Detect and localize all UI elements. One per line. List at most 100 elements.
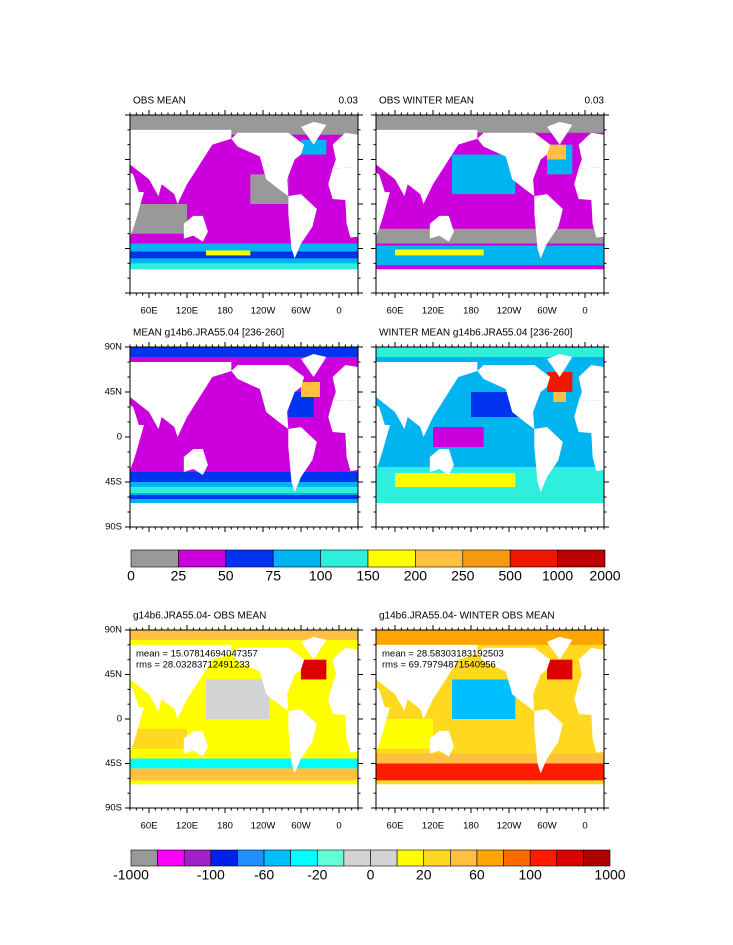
land <box>130 362 232 437</box>
land <box>477 647 551 712</box>
x-tick-label: 0 <box>582 306 587 317</box>
antarctica <box>130 269 358 293</box>
colorbar-label: 100 <box>518 867 542 883</box>
field-patch <box>301 659 327 680</box>
land <box>547 636 573 660</box>
field-patch <box>395 249 484 256</box>
colorbar-box <box>316 849 345 867</box>
colorbar-box <box>237 849 265 867</box>
field-patch <box>433 427 484 447</box>
land <box>183 215 208 242</box>
colorbar-label: 1000 <box>542 568 573 584</box>
colorbar-label: 100 <box>309 568 333 584</box>
field-patch <box>452 154 516 195</box>
land <box>376 405 390 470</box>
field-patch <box>130 728 187 749</box>
y-tick-label: 45N <box>105 387 123 398</box>
x-tick-label: 60E <box>387 821 404 832</box>
x-tick-label: 60W <box>291 821 311 832</box>
x-tick-label: 180 <box>217 306 233 317</box>
land <box>130 687 144 752</box>
panel-title: g14b6.JRA55.04- WINTER OBS MEAN <box>379 611 555 622</box>
y-tick-label: 90N <box>105 625 123 636</box>
y-tick-label: 90S <box>105 522 122 533</box>
land <box>328 400 358 471</box>
land <box>578 132 604 169</box>
colorbar-box <box>272 549 321 568</box>
colorbar-box <box>423 849 451 867</box>
field-patch <box>547 144 566 160</box>
colorbar-label: 60 <box>469 867 485 883</box>
colorbar-label: 75 <box>265 568 281 584</box>
map-panel <box>371 342 609 532</box>
colorbar-box <box>263 849 291 867</box>
colorbar-box <box>503 849 531 867</box>
field-patch <box>206 679 270 719</box>
land <box>231 365 305 429</box>
colorbar-box <box>529 849 558 867</box>
colorbar-label: 200 <box>404 568 428 584</box>
land <box>332 647 358 684</box>
field-patch <box>130 758 358 769</box>
land <box>288 427 317 492</box>
colorbar-label: 1000 <box>594 867 625 883</box>
land <box>578 647 604 684</box>
x-tick-label: 120W <box>251 306 276 317</box>
land <box>574 167 604 238</box>
field-patch <box>301 139 327 155</box>
field-patch <box>452 679 516 719</box>
land <box>231 132 305 197</box>
colorbar-box <box>370 849 398 867</box>
land <box>332 132 358 169</box>
colorbar-label: 25 <box>171 568 187 584</box>
land <box>376 687 390 752</box>
antarctica <box>130 784 358 808</box>
colorbar-box <box>556 849 584 867</box>
mean-text: mean = 15.07814694047357 <box>136 649 258 660</box>
land <box>547 121 573 145</box>
colorbar-box <box>130 549 179 568</box>
field-patch <box>547 372 573 392</box>
field-patch <box>301 382 320 397</box>
panel-title: OBS MEAN <box>133 96 186 107</box>
antarctica <box>376 503 604 527</box>
land <box>130 129 232 204</box>
land <box>574 682 604 753</box>
colorbar-box <box>583 849 611 867</box>
colorbar-box <box>178 549 227 568</box>
land <box>130 644 232 719</box>
antarctica <box>130 503 358 527</box>
field-patch <box>395 473 516 487</box>
field-patch <box>130 204 187 234</box>
map-panel <box>371 110 609 298</box>
field-patch <box>130 487 358 493</box>
colorbar-label: 50 <box>218 568 234 584</box>
land <box>301 636 327 660</box>
field-patch <box>130 630 358 640</box>
colorbar-box <box>462 549 511 568</box>
x-tick-label: 60W <box>291 306 311 317</box>
land <box>534 194 563 259</box>
land <box>183 449 208 475</box>
x-tick-label: 120E <box>422 306 444 317</box>
land <box>429 215 454 242</box>
colorbar-box <box>320 549 369 568</box>
colorbar-label: 0 <box>367 867 375 883</box>
colorbar-label: 0 <box>127 568 135 584</box>
antarctica <box>376 784 604 808</box>
land <box>429 449 454 475</box>
land <box>301 121 327 145</box>
y-tick-label: 90N <box>105 342 123 353</box>
field-patch <box>376 347 604 357</box>
colorbar-label: 2000 <box>589 568 620 584</box>
panel-title: MEAN g14b6.JRA55.04 [236-260] <box>133 328 284 339</box>
field-patch <box>376 753 604 764</box>
land <box>231 647 305 712</box>
colorbar-box <box>476 849 504 867</box>
colorbar-box <box>157 849 185 867</box>
colorbar-box <box>450 849 478 867</box>
x-tick-label: 120E <box>176 306 198 317</box>
field-patch <box>130 768 358 781</box>
x-tick-label: 60E <box>141 821 158 832</box>
land <box>547 354 573 377</box>
